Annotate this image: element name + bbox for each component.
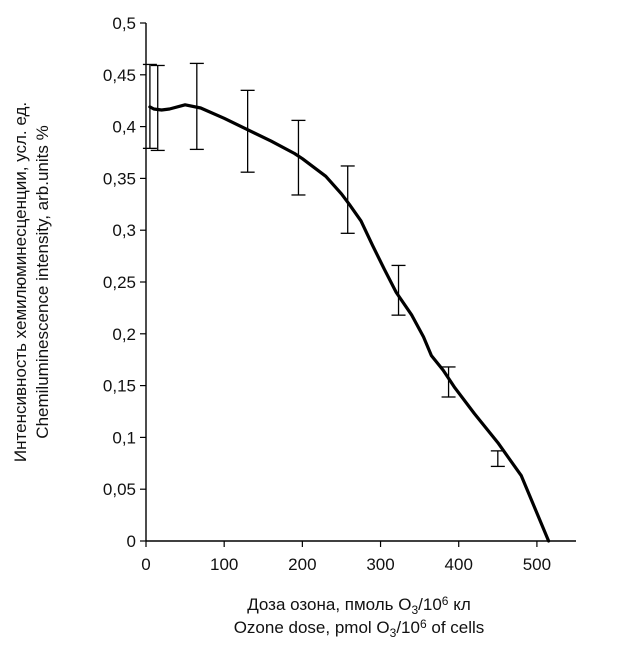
x-tick-label: 100 bbox=[210, 555, 238, 574]
y-tick-label: 0,5 bbox=[112, 14, 136, 33]
series-line bbox=[148, 103, 551, 543]
error-bar bbox=[490, 450, 505, 468]
x-tick-label: 200 bbox=[288, 555, 316, 574]
x-tick-label: 400 bbox=[445, 555, 473, 574]
axis-labels: Интенсивность хемилюминесценции, усл. ед… bbox=[11, 102, 484, 640]
y-tick-label: 0,15 bbox=[103, 377, 136, 396]
y-tick-label: 0,2 bbox=[112, 325, 136, 344]
y-tick-label: 0,05 bbox=[103, 480, 136, 499]
y-tick-label: 0,35 bbox=[103, 169, 136, 188]
x-tick-label: 500 bbox=[523, 555, 551, 574]
error-bars bbox=[142, 62, 505, 468]
series bbox=[148, 103, 551, 543]
x-axis-title: Ozone dose, pmol O3/106 of cells bbox=[234, 617, 485, 639]
axes: 0 0,05 0,1 0,15 0,2 0,25 0,3 0,35 0,4 0,45 0,5 0 100… bbox=[103, 14, 576, 574]
y-axis-title: Интенсивность хемилюминесценции, усл. ед… bbox=[11, 102, 30, 462]
y-tick-label: 0,45 bbox=[103, 66, 136, 85]
error-bar bbox=[441, 366, 456, 398]
y-tick-label: 0,1 bbox=[112, 428, 136, 447]
y-axis-title: Chemiluminescence intensity, arb.units % bbox=[33, 125, 52, 438]
error-bar bbox=[391, 264, 406, 316]
y-tick-label: 0,4 bbox=[112, 118, 136, 137]
y-tick-label: 0,3 bbox=[112, 221, 136, 240]
y-tick-label: 0,25 bbox=[103, 273, 136, 292]
x-tick-label: 300 bbox=[366, 555, 394, 574]
x-tick-label: 0 bbox=[141, 555, 150, 574]
x-axis-title: Доза озона, пмоль O3/106 кл bbox=[247, 594, 471, 616]
y-tick-label: 0 bbox=[127, 532, 136, 551]
